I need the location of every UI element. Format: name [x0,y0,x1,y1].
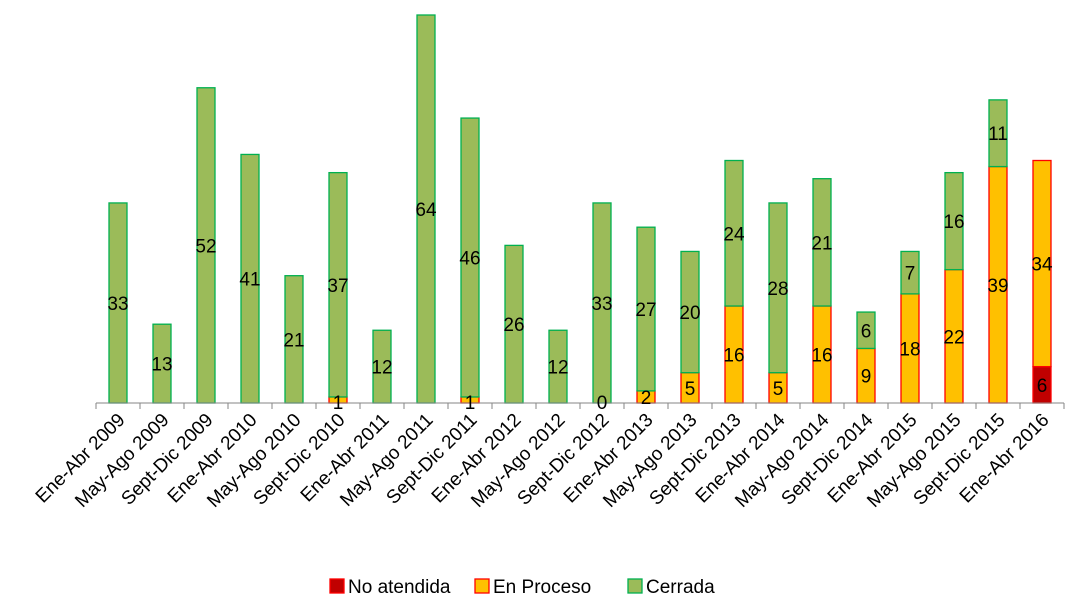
data-label-en-proceso-may-ago-2013: 5 [685,379,696,400]
data-label-en-proceso-sept-dic-2011: 1 [465,393,476,414]
bar-en-proceso-ene-abr-2016 [1032,159,1052,368]
data-label-cerrada-may-ago-2009: 13 [151,355,172,376]
legend-label-cerrada: Cerrada [646,577,715,598]
data-label-cerrada-ene-abr-2009: 33 [107,294,128,315]
data-label-en-proceso-may-ago-2014: 16 [811,346,832,367]
data-label-cerrada-sept-dic-2011: 46 [459,249,480,270]
bar-cerrada-sept-dic-2010 [328,171,348,398]
legend-swatch-en-proceso [474,578,490,594]
data-label-en-proceso-ene-abr-2014: 5 [773,379,784,400]
legend-label-en-proceso: En Proceso [493,577,591,598]
data-label-cerrada-may-ago-2010: 21 [283,330,304,351]
bars-layer [108,14,1052,404]
data-label-cerrada-sept-dic-2014: 6 [861,321,872,342]
bar-cerrada-may-ago-2013 [680,250,700,374]
data-label-cerrada-may-ago-2014: 21 [811,233,832,254]
bar-cerrada-ene-abr-2014 [768,202,788,374]
data-label-cerrada-may-ago-2015: 16 [943,212,964,233]
legend-item-cerrada: Cerrada [627,577,715,598]
legend-swatch-cerrada [627,578,643,594]
legend: No atendida En Proceso Cerrada [329,577,715,598]
data-label-en-proceso-sept-dic-2012: 0 [597,393,608,414]
data-label-cerrada-sept-dic-2010: 37 [327,276,348,297]
legend-item-no-atendida: No atendida [329,577,451,598]
data-labels-layer: 3313524121137126414626120332275201624528… [107,124,1053,414]
data-label-en-proceso-may-ago-2015: 22 [943,327,964,348]
data-label-cerrada-ene-abr-2014: 28 [767,279,788,300]
bar-cerrada-may-ago-2014 [812,178,832,307]
bar-cerrada-sept-dic-2013 [724,159,744,307]
data-label-en-proceso-ene-abr-2016: 34 [1031,255,1053,276]
data-label-cerrada-may-ago-2012: 12 [547,358,568,379]
data-label-cerrada-may-ago-2013: 20 [679,303,700,324]
data-label-no-atendida-ene-abr-2016: 6 [1037,376,1048,397]
legend-item-en-proceso: En Proceso [474,577,591,598]
legend-label-no-atendida: No atendida [348,577,451,598]
bar-cerrada-sept-dic-2014 [856,311,876,350]
legend-swatch-no-atendida [329,578,345,594]
data-label-cerrada-sept-dic-2015: 11 [988,124,1008,145]
data-label-cerrada-ene-abr-2013: 27 [635,300,656,321]
data-label-cerrada-ene-abr-2010: 41 [239,270,260,291]
data-label-en-proceso-ene-abr-2013: 2 [641,388,652,409]
bar-cerrada-ene-abr-2015 [900,250,920,295]
data-label-cerrada-sept-dic-2012: 33 [591,294,612,315]
x-axis [95,402,1065,409]
data-label-cerrada-sept-dic-2009: 52 [195,236,216,257]
data-label-cerrada-ene-abr-2012: 26 [503,315,524,336]
data-label-en-proceso-sept-dic-2013: 16 [723,346,744,367]
data-label-en-proceso-ene-abr-2015: 18 [899,339,920,360]
bar-cerrada-sept-dic-2015 [988,99,1008,168]
data-label-en-proceso-sept-dic-2010: 1 [333,393,344,414]
data-label-en-proceso-sept-dic-2014: 9 [861,367,872,388]
bar-cerrada-may-ago-2015 [944,171,964,271]
data-label-cerrada-may-ago-2011: 64 [415,200,437,221]
bar-cerrada-ene-abr-2013 [636,226,656,392]
data-label-cerrada-ene-abr-2015: 7 [905,264,916,285]
bar-cerrada-sept-dic-2011 [460,117,480,398]
data-label-cerrada-sept-dic-2013: 24 [723,224,745,245]
data-label-cerrada-ene-abr-2011: 12 [371,358,392,379]
data-label-en-proceso-sept-dic-2015: 39 [987,276,1008,297]
